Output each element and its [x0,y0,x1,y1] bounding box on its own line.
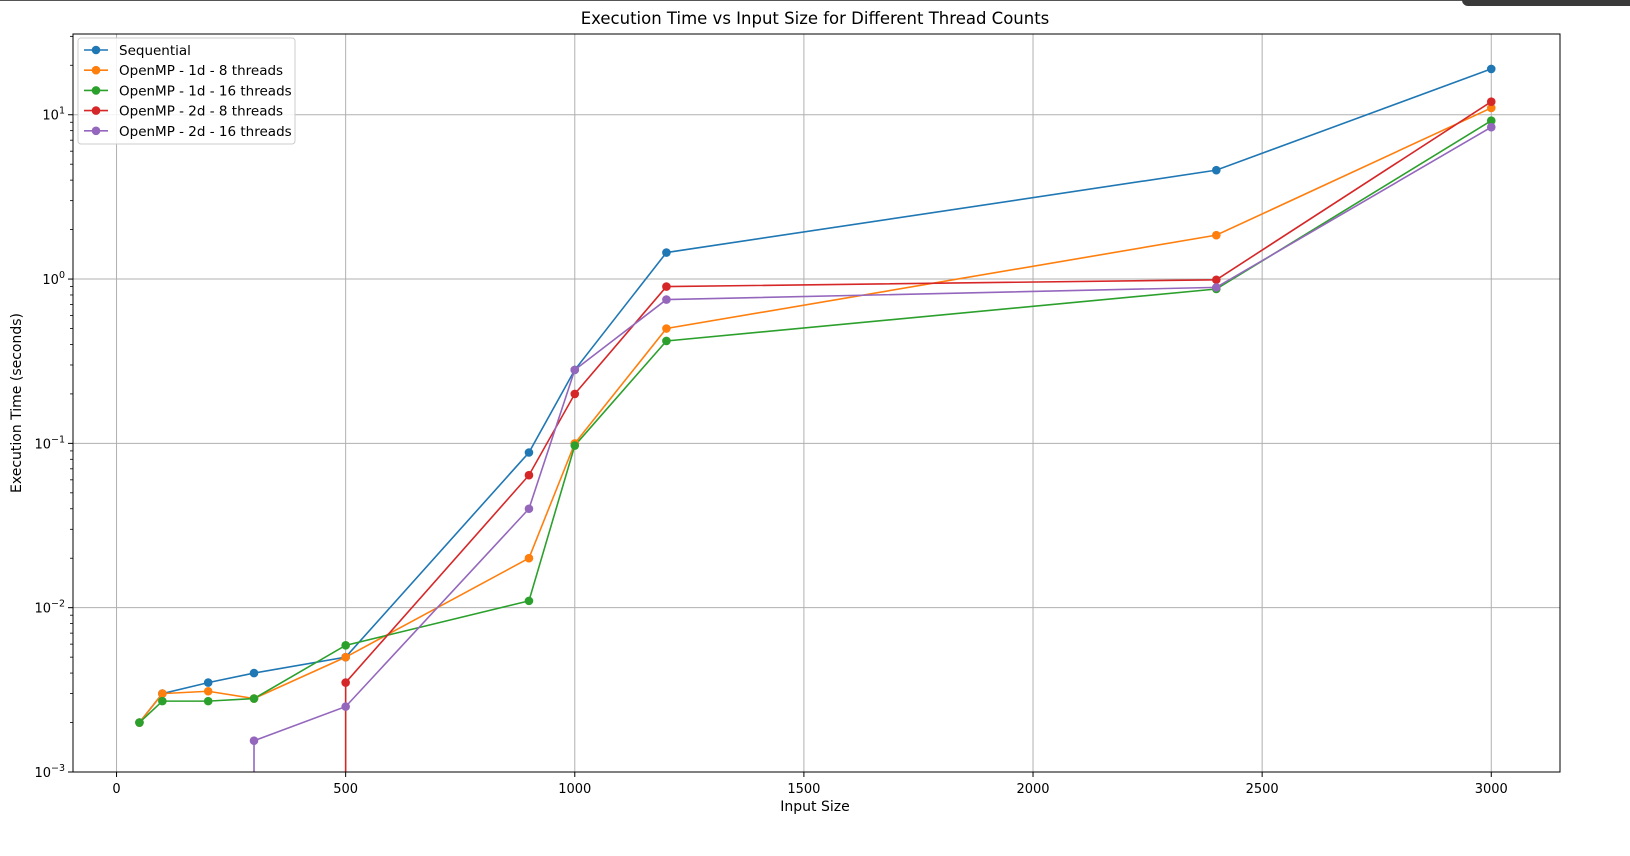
data-point [662,282,671,291]
data-point [249,668,259,678]
data-point [341,652,350,662]
data-point [341,702,350,711]
data-point [570,441,580,450]
window-corner-tab [1462,0,1630,6]
data-point [1486,116,1496,125]
chart-title: Execution Time vs Input Size for Differe… [581,9,1050,28]
y-tick-label: 10−1 [34,434,65,452]
data-point [341,678,350,687]
y-axis: 10−3 10−2 10−1 100 101 [34,35,73,781]
data-point [662,295,671,304]
x-tick-label: 3000 [1475,782,1508,797]
grid-lines [73,34,1560,773]
data-point [1212,165,1221,175]
data-point [341,641,350,650]
legend-box [77,37,296,145]
data-point [203,696,213,706]
x-tick-label: 2000 [1016,782,1049,797]
x-tick-label: 1500 [787,782,820,797]
x-tick-label: 0 [112,782,120,797]
data-point [570,389,580,399]
data-point [249,694,259,703]
x-tick-label: 500 [333,782,358,797]
window-top-border [0,0,1630,1]
legend-swatch-marker [91,106,101,115]
data-point [158,689,167,698]
data-point [1486,64,1496,74]
y-axis-label: Execution Time (seconds) [9,313,25,493]
y-tick-label: 10−3 [34,763,65,781]
legend-swatch-marker [91,65,101,75]
data-point [1212,283,1221,292]
series-line-4 [253,126,1492,772]
data-point [524,596,534,606]
data-point [570,365,580,375]
data-point [135,718,144,727]
series-markers [135,64,1496,746]
x-tick-label: 1000 [558,782,591,797]
x-tick-label: 2500 [1246,782,1279,797]
data-point [1212,230,1221,240]
data-point [158,696,167,706]
legend-label: OpenMP - 2d - 8 threads [119,104,283,120]
data-point [524,553,534,563]
data-point [203,678,213,687]
series-line-0 [138,68,1492,724]
data-point [1486,122,1496,132]
data-point [1212,275,1221,285]
legend-swatch-marker [91,126,101,136]
legend-swatch-marker [91,86,101,95]
y-tick-label: 101 [42,106,65,124]
data-point [524,470,534,480]
data-point [203,686,213,696]
data-point [1486,103,1496,113]
y-tick-label: 10−2 [34,599,65,617]
legend-label: OpenMP - 1d - 16 threads [119,83,292,99]
legend-label: OpenMP - 1d - 8 threads [119,63,283,79]
legend-label: Sequential [119,43,191,59]
data-point [249,736,259,746]
x-axis: 0 500 1000 1500 2000 2500 3000 [112,772,1508,797]
legend-label: OpenMP - 2d - 16 threads [119,124,292,140]
plot-frame [72,33,1561,773]
data-point [524,448,534,457]
series-line-1 [138,107,1492,724]
data-point [662,336,671,346]
data-point [662,248,671,257]
series-line-2 [138,120,1492,724]
data-point [662,324,671,333]
series-line-3 [344,101,1492,772]
data-point [1486,97,1496,107]
data-point [524,504,534,514]
legend-swatch-marker [91,45,101,55]
y-tick-label: 100 [42,270,65,288]
x-axis-label: Input Size [780,799,849,815]
legend: Sequential OpenMP - 1d - 8 threads OpenMP … [77,37,296,145]
